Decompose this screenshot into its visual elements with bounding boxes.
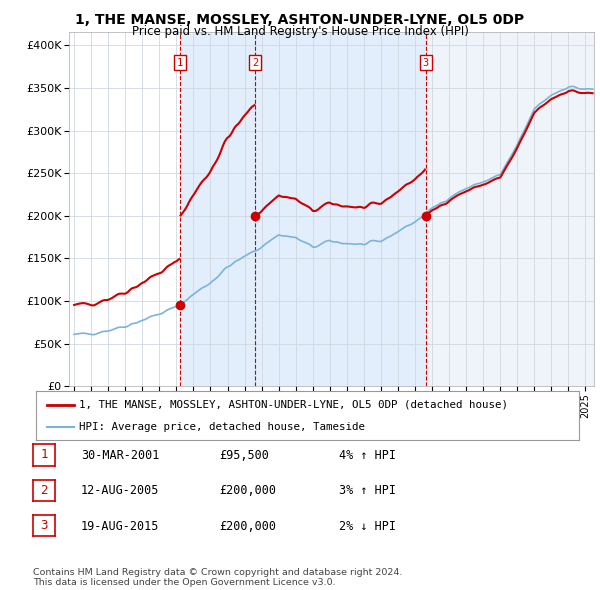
Text: Price paid vs. HM Land Registry's House Price Index (HPI): Price paid vs. HM Land Registry's House … (131, 25, 469, 38)
Text: £200,000: £200,000 (219, 520, 276, 533)
Text: 12-AUG-2005: 12-AUG-2005 (81, 484, 160, 497)
Text: 30-MAR-2001: 30-MAR-2001 (81, 449, 160, 462)
Text: Contains HM Land Registry data © Crown copyright and database right 2024.
This d: Contains HM Land Registry data © Crown c… (33, 568, 403, 587)
Text: 1: 1 (177, 58, 184, 67)
Text: 2% ↓ HPI: 2% ↓ HPI (339, 520, 396, 533)
Text: 1, THE MANSE, MOSSLEY, ASHTON-UNDER-LYNE, OL5 0DP: 1, THE MANSE, MOSSLEY, ASHTON-UNDER-LYNE… (76, 13, 524, 27)
Text: 19-AUG-2015: 19-AUG-2015 (81, 520, 160, 533)
Text: HPI: Average price, detached house, Tameside: HPI: Average price, detached house, Tame… (79, 422, 365, 432)
Bar (181, 32, 255, 386)
Text: 2: 2 (252, 58, 258, 67)
Text: £95,500: £95,500 (219, 449, 269, 462)
Bar (69, 32, 181, 386)
Text: 3: 3 (40, 519, 47, 532)
Text: 2: 2 (40, 484, 47, 497)
Text: 1: 1 (40, 448, 47, 461)
Text: 4% ↑ HPI: 4% ↑ HPI (339, 449, 396, 462)
Text: 3% ↑ HPI: 3% ↑ HPI (339, 484, 396, 497)
Text: 3: 3 (422, 58, 429, 67)
Text: 1, THE MANSE, MOSSLEY, ASHTON-UNDER-LYNE, OL5 0DP (detached house): 1, THE MANSE, MOSSLEY, ASHTON-UNDER-LYNE… (79, 399, 508, 409)
Bar (255, 32, 426, 386)
Text: £200,000: £200,000 (219, 484, 276, 497)
Bar (426, 32, 594, 386)
